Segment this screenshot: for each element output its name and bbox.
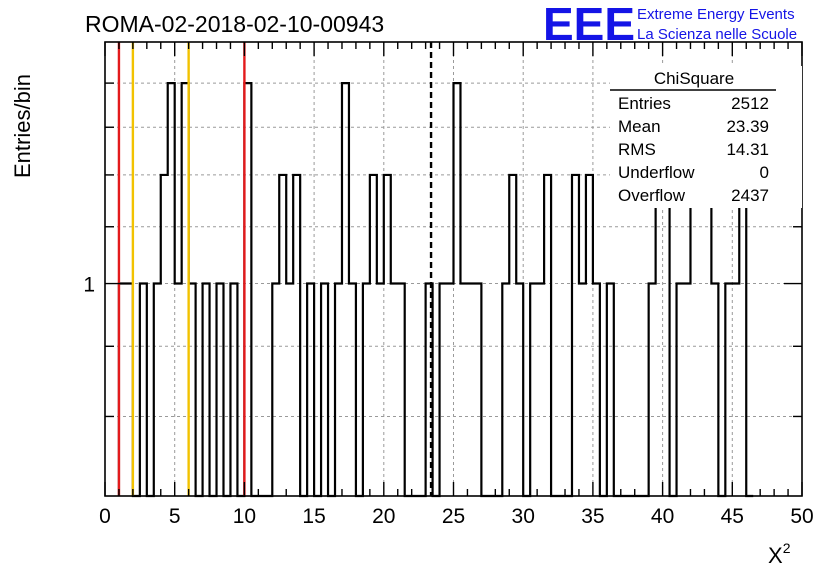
chart-title: ROMA-02-2018-02-10-00943	[85, 11, 384, 37]
x-axis-label-superscript: 2	[783, 540, 791, 556]
x-tick-label: 40	[651, 505, 674, 528]
y-tick-label: 1	[83, 274, 95, 297]
stats-title: ChiSquare	[654, 69, 734, 88]
x-tick-label: 20	[372, 505, 395, 528]
stats-value-overflow: 2437	[731, 186, 769, 205]
plot-area: 0 5 10 15 20 25 30 35 40 45 50 1	[83, 41, 814, 528]
stats-label-entries: Entries	[618, 94, 671, 113]
x-tick-label: 10	[233, 505, 256, 528]
logo-line-1: Extreme Energy Events	[637, 6, 795, 23]
stats-label-underflow: Underflow	[618, 163, 695, 182]
stats-label-rms: RMS	[618, 140, 656, 159]
stats-label-mean: Mean	[618, 117, 661, 136]
y-axis-label: Entries/bin	[10, 74, 35, 178]
stats-value-mean: 23.39	[726, 117, 769, 136]
x-tick-label: 50	[790, 505, 813, 528]
stats-box: ChiSquare Entries 2512 Mean 23.39 RMS 14.31 Un…	[610, 66, 802, 208]
eee-logo: EEE Extreme Energy Events La Scienza nel…	[543, 0, 797, 50]
x-tick-label: 30	[512, 505, 535, 528]
x-tick-label: 0	[99, 505, 111, 528]
stats-label-overflow: Overflow	[618, 186, 686, 205]
stats-value-underflow: 0	[760, 163, 769, 182]
x-tick-label: 25	[442, 505, 465, 528]
x-tick-label: 45	[721, 505, 744, 528]
stats-value-entries: 2512	[731, 94, 769, 113]
x-tick-label: 5	[169, 505, 181, 528]
logo-line-2: La Scienza nelle Scuole	[637, 26, 797, 43]
x-tick-label: 35	[581, 505, 604, 528]
x-axis-label: X2	[768, 540, 791, 568]
x-tick-label: 15	[302, 505, 325, 528]
stats-value-rms: 14.31	[726, 140, 769, 159]
stats-rows: Entries 2512 Mean 23.39 RMS 14.31 Underflow 0 Ov…	[618, 94, 769, 205]
x-axis-label-base: X	[768, 543, 783, 568]
